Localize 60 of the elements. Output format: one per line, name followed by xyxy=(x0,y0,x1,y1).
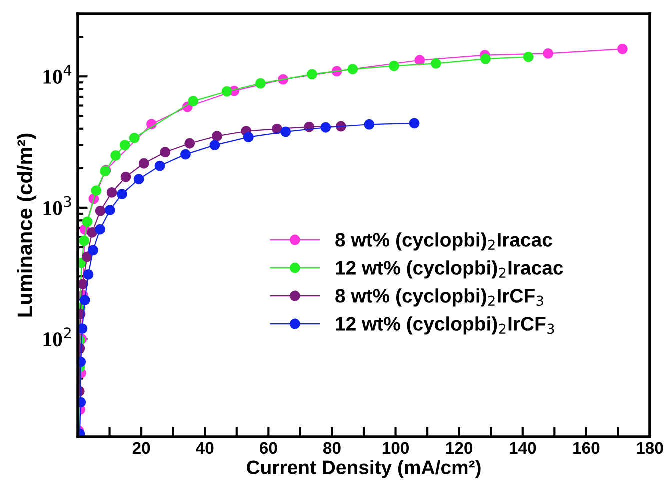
point xyxy=(91,186,102,196)
point xyxy=(160,147,171,158)
point xyxy=(138,158,150,169)
x-tick-label: 120 xyxy=(446,442,473,454)
point xyxy=(110,150,122,161)
x-axis-title: Current Density (mA/cm²) xyxy=(247,460,481,478)
point xyxy=(188,96,199,106)
point xyxy=(134,174,144,185)
point xyxy=(78,324,88,334)
legend-label: 8 wt% (cyclopbi)$_{2}$Iracac xyxy=(336,232,552,251)
point xyxy=(243,132,254,143)
legend-label: 12 wt% (cyclopbi)$_{2}$Iracac xyxy=(336,260,564,279)
point xyxy=(83,270,94,280)
point xyxy=(364,119,375,130)
point xyxy=(95,224,106,235)
point xyxy=(210,140,220,150)
point xyxy=(80,295,90,306)
y-tick-label: 10$^{2}$ xyxy=(44,328,71,347)
point xyxy=(409,118,420,129)
point xyxy=(256,78,266,89)
x-tick-label: 20 xyxy=(132,442,150,454)
point xyxy=(414,55,426,66)
point xyxy=(180,149,191,160)
point xyxy=(523,52,534,62)
point xyxy=(480,54,491,64)
x-tick-label: 160 xyxy=(574,442,600,454)
point xyxy=(82,216,93,228)
y-axis-title: Luminance (cd/m²) xyxy=(17,134,37,317)
x-tick-label: 60 xyxy=(260,442,278,454)
point xyxy=(87,227,98,238)
point xyxy=(617,44,628,54)
point xyxy=(348,64,358,75)
x-tick-label: 180 xyxy=(637,442,664,454)
legend-label: 8 wt% (cyclopbi)$_{2}$IrCF$_{3}$ xyxy=(336,288,544,307)
point xyxy=(280,126,292,138)
point xyxy=(95,206,106,216)
point xyxy=(430,58,442,69)
x-tick-label: 40 xyxy=(196,442,214,454)
point xyxy=(116,189,128,200)
point xyxy=(79,236,90,246)
point xyxy=(184,138,196,149)
x-tick-label: 80 xyxy=(323,442,341,454)
point xyxy=(543,48,554,59)
point xyxy=(88,245,98,256)
point xyxy=(212,131,222,142)
y-tick-label: 10$^{3}$ xyxy=(44,196,72,216)
legend-label: 12 wt% (cyclopbi)$_{2}$IrCF$_{3}$ xyxy=(336,316,554,335)
point xyxy=(104,205,116,216)
point xyxy=(129,132,140,144)
point xyxy=(388,60,400,72)
y-tick-label: 10$^{4}$ xyxy=(44,65,72,84)
point xyxy=(306,69,318,80)
point xyxy=(320,122,332,133)
point xyxy=(106,188,118,198)
point xyxy=(222,86,232,97)
point xyxy=(120,172,132,182)
point xyxy=(120,140,130,150)
x-tick-label: 100 xyxy=(382,442,409,454)
x-tick-label: 140 xyxy=(510,442,536,454)
point xyxy=(154,160,166,172)
